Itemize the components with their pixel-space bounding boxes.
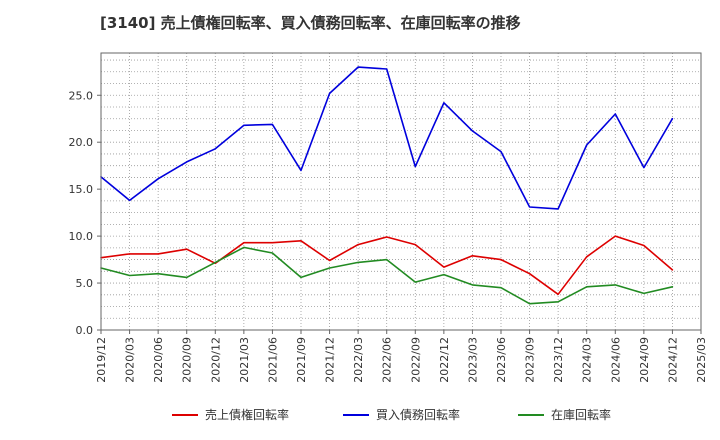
x-tick-label: 2024/03	[581, 337, 594, 383]
legend-label-3: 在庫回転率	[551, 407, 611, 422]
x-tick-label: 2020/06	[152, 337, 165, 383]
x-tick-label: 2022/09	[409, 337, 422, 383]
y-tick-label: 0.0	[76, 324, 94, 337]
series-line-3	[100, 246, 674, 305]
x-tick-label: 2024/06	[609, 337, 622, 383]
x-tick-label: 2022/12	[438, 337, 451, 383]
legend: 売上債権回転率 買入債務回転率 在庫回転率	[172, 407, 611, 422]
x-tick-label: 2020/09	[181, 337, 194, 383]
x-tick-label: 2021/09	[295, 337, 308, 383]
y-axis-ticks: 0.0 5.0 10.0 15.0 20.0 25.0	[69, 89, 101, 337]
y-tick-label: 25.0	[69, 89, 94, 102]
x-tick-label: 2022/03	[352, 337, 365, 383]
legend-label-2: 買入債務回転率	[376, 407, 460, 422]
x-tick-label: 2020/03	[124, 337, 137, 383]
x-tick-label: 2021/12	[324, 337, 337, 383]
x-tick-label: 2023/03	[466, 337, 479, 383]
x-tick-label: 2021/03	[238, 337, 251, 383]
x-tick-label: 2023/06	[495, 337, 508, 383]
series-line-2	[100, 66, 674, 210]
grid	[101, 53, 701, 330]
y-tick-label: 20.0	[69, 136, 94, 149]
series-layer	[100, 66, 674, 305]
legend-label-1: 売上債権回転率	[205, 407, 289, 422]
x-tick-label: 2024/12	[666, 337, 679, 383]
plot-frame	[100, 52, 702, 331]
x-tick-label: 2024/09	[638, 337, 651, 383]
y-tick-label: 10.0	[69, 230, 94, 243]
x-axis-ticks: 2019/12 2020/03 2020/06 2020/09 2020/12 2021/…	[95, 330, 708, 383]
x-tick-label: 2023/12	[552, 337, 565, 383]
y-tick-label: 15.0	[69, 183, 94, 196]
plot-area	[101, 53, 701, 330]
x-tick-label: 2020/12	[209, 337, 222, 383]
x-tick-label: 2019/12	[95, 337, 108, 383]
chart-title: [3140] 売上債権回転率、買入債務回転率、在庫回転率の推移	[100, 14, 521, 32]
series-line-1	[100, 235, 674, 296]
x-tick-label: 2022/06	[381, 337, 394, 383]
x-tick-label: 2021/06	[266, 337, 279, 383]
y-tick-label: 5.0	[76, 277, 94, 290]
x-tick-label: 2023/09	[524, 337, 537, 383]
x-tick-label: 2025/03	[695, 337, 708, 383]
